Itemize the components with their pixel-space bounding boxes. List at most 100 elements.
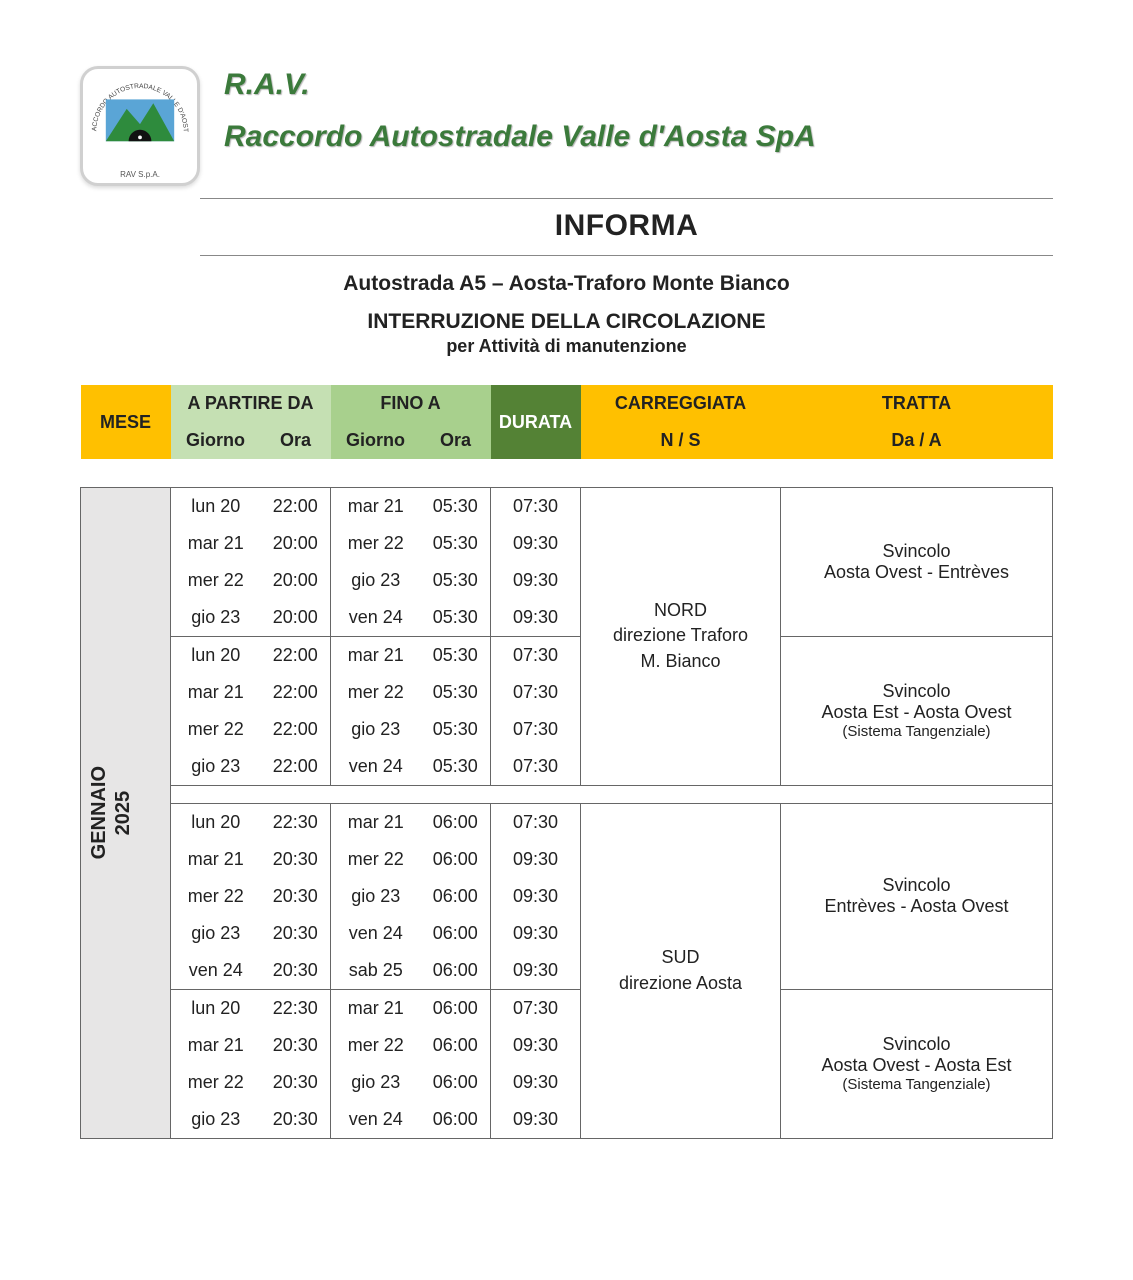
table-cell: mer 22 xyxy=(171,562,261,599)
table-cell: 22:30 xyxy=(261,989,331,1027)
table-cell: mer 22 xyxy=(171,878,261,915)
table-cell: 09:30 xyxy=(491,915,581,952)
table-cell: 06:00 xyxy=(421,1027,491,1064)
table-cell: mer 22 xyxy=(331,841,421,878)
col-to: FINO A xyxy=(331,385,491,422)
table-cell: mar 21 xyxy=(171,674,261,711)
table-cell: mar 21 xyxy=(171,841,261,878)
col-to-day: Giorno xyxy=(331,422,421,459)
table-cell: gio 23 xyxy=(171,915,261,952)
direction-nord: NORDdirezione TraforoM. Bianco xyxy=(581,487,781,785)
table-row: GENNAIO2025lun 2022:00mar 2105:3007:30NO… xyxy=(81,487,1053,525)
table-cell: 05:30 xyxy=(421,636,491,674)
table-cell: mar 21 xyxy=(331,803,421,841)
table-row: lun 2022:30mar 2106:0007:30SvincoloAosta… xyxy=(81,989,1053,1027)
table-cell: gio 23 xyxy=(331,878,421,915)
table-cell: mar 21 xyxy=(171,525,261,562)
table-cell: 09:30 xyxy=(491,1064,581,1101)
table-cell: 07:30 xyxy=(491,487,581,525)
table-cell: mer 22 xyxy=(171,711,261,748)
table-cell: lun 20 xyxy=(171,989,261,1027)
interruption-reason: per Attività di manutenzione xyxy=(80,336,1053,357)
table-cell: mar 21 xyxy=(331,487,421,525)
table-cell: 07:30 xyxy=(491,748,581,786)
table-cell: 05:30 xyxy=(421,748,491,786)
table-cell: gio 23 xyxy=(331,1064,421,1101)
direction-sud: SUDdirezione Aosta xyxy=(581,803,781,1138)
table-cell: 20:00 xyxy=(261,525,331,562)
table-body: GENNAIO2025lun 2022:00mar 2105:3007:30NO… xyxy=(81,487,1053,1138)
table-cell: 09:30 xyxy=(491,1101,581,1139)
col-tratta: TRATTA xyxy=(781,385,1053,422)
table-cell: 07:30 xyxy=(491,803,581,841)
table-row: lun 2022:00mar 2105:3007:30SvincoloAosta… xyxy=(81,636,1053,674)
table-row: lun 2022:30mar 2106:0007:30SUDdirezione … xyxy=(81,803,1053,841)
table-cell: 05:30 xyxy=(421,711,491,748)
table-cell: 09:30 xyxy=(491,1027,581,1064)
table-cell: lun 20 xyxy=(171,636,261,674)
table-cell: 07:30 xyxy=(491,711,581,748)
table-cell: 06:00 xyxy=(421,952,491,990)
table-cell: 06:00 xyxy=(421,989,491,1027)
table-cell: gio 23 xyxy=(171,599,261,637)
tratta-cell: SvincoloAosta Est - Aosta Ovest(Sistema … xyxy=(781,636,1053,785)
table-cell: 20:30 xyxy=(261,915,331,952)
col-carreggiata-sub: N / S xyxy=(581,422,781,459)
table-cell: 22:30 xyxy=(261,803,331,841)
month-cell: GENNAIO2025 xyxy=(81,487,171,1138)
road-name: Autostrada A5 – Aosta-Traforo Monte Bian… xyxy=(80,272,1053,296)
table-cell: 09:30 xyxy=(491,562,581,599)
company-name: Raccordo Autostradale Valle d'Aosta SpA xyxy=(224,120,1053,178)
table-cell: 05:30 xyxy=(421,487,491,525)
table-cell: 09:30 xyxy=(491,841,581,878)
logo-caption: RAV S.p.A. xyxy=(83,170,197,179)
subtitle-block: Autostrada A5 – Aosta-Traforo Monte Bian… xyxy=(80,272,1053,357)
table-cell: mer 22 xyxy=(171,1064,261,1101)
table-cell: 09:30 xyxy=(491,952,581,990)
table-cell: 20:30 xyxy=(261,1101,331,1139)
document-header: RACCORDO AUTOSTRADALE VALLE D'AOSTA RAV … xyxy=(80,60,1053,186)
table-cell: 09:30 xyxy=(491,525,581,562)
table-cell: mer 22 xyxy=(331,674,421,711)
table-cell: 05:30 xyxy=(421,562,491,599)
table-cell: 22:00 xyxy=(261,636,331,674)
col-mese: MESE xyxy=(81,385,171,459)
table-cell: lun 20 xyxy=(171,487,261,525)
table-cell: 20:30 xyxy=(261,878,331,915)
table-cell: 06:00 xyxy=(421,803,491,841)
tratta-cell: SvincoloAosta Ovest - Entrèves xyxy=(781,487,1053,636)
table-cell: 07:30 xyxy=(491,989,581,1027)
col-from-day: Giorno xyxy=(171,422,261,459)
table-cell: mar 21 xyxy=(331,636,421,674)
table-cell: mer 22 xyxy=(331,1027,421,1064)
table-cell: 05:30 xyxy=(421,674,491,711)
table-cell: 20:00 xyxy=(261,562,331,599)
table-cell: ven 24 xyxy=(331,599,421,637)
table-cell: 06:00 xyxy=(421,878,491,915)
col-durata: DURATA xyxy=(491,385,581,459)
company-acronym: R.A.V. xyxy=(224,68,1053,102)
table-cell: 07:30 xyxy=(491,636,581,674)
table-cell: 05:30 xyxy=(421,599,491,637)
table-cell: 05:30 xyxy=(421,525,491,562)
table-cell: gio 23 xyxy=(171,748,261,786)
table-cell: 09:30 xyxy=(491,599,581,637)
col-from-time: Ora xyxy=(261,422,331,459)
informa-heading: INFORMA xyxy=(200,199,1053,256)
tratta-cell: SvincoloAosta Ovest - Aosta Est(Sistema … xyxy=(781,989,1053,1138)
table-cell: ven 24 xyxy=(171,952,261,990)
table-cell: ven 24 xyxy=(331,748,421,786)
table-header: MESE A PARTIRE DA FINO A DURATA CARREGGI… xyxy=(81,385,1053,459)
col-carreggiata: CARREGGIATA xyxy=(581,385,781,422)
table-cell: ven 24 xyxy=(331,1101,421,1139)
tratta-cell: SvincoloEntrèves - Aosta Ovest xyxy=(781,803,1053,989)
table-cell: 22:00 xyxy=(261,748,331,786)
table-cell: gio 23 xyxy=(171,1101,261,1139)
col-from: A PARTIRE DA xyxy=(171,385,331,422)
table-cell: gio 23 xyxy=(331,711,421,748)
table-cell: 20:30 xyxy=(261,841,331,878)
table-cell: 06:00 xyxy=(421,1064,491,1101)
table-cell: gio 23 xyxy=(331,562,421,599)
table-cell: 06:00 xyxy=(421,841,491,878)
table-cell: 20:30 xyxy=(261,952,331,990)
